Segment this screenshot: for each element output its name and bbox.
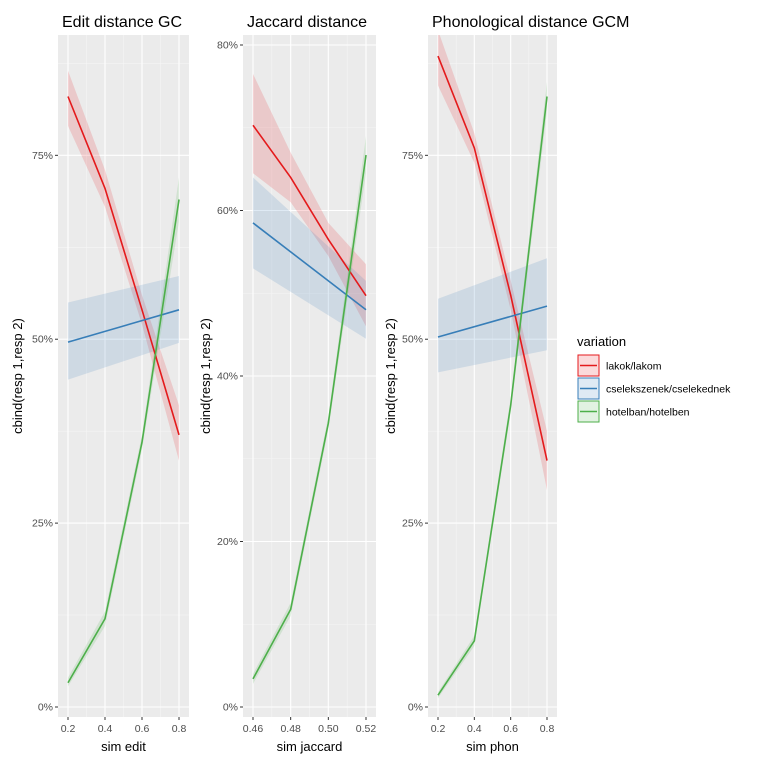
series-group bbox=[67, 70, 180, 687]
series-line-lakok-lakom bbox=[437, 55, 548, 461]
y-tick-label: 25% bbox=[32, 518, 53, 530]
y-tick-label: 60% bbox=[217, 205, 238, 217]
x-axis-label: sim edit bbox=[101, 739, 146, 754]
y-tick-label: 0% bbox=[38, 702, 53, 714]
series-line-lakok-lakom bbox=[252, 124, 367, 297]
legend-label: hotelban/hotelben bbox=[606, 407, 690, 419]
x-tick-label: 0.2 bbox=[431, 723, 446, 735]
confidence-band-lakok-lakom bbox=[438, 35, 547, 491]
series-line-lakok-lakom bbox=[67, 96, 180, 436]
x-tick-label: 0.4 bbox=[467, 723, 482, 735]
panel-2: 0.46 0.48 0.50 0.52 0% 20% 40% 60% 80% Jaccard di… bbox=[198, 14, 376, 754]
y-tick-label: 40% bbox=[217, 371, 238, 383]
panel-1: 0.2 0.4 0.6 0.8 0% 25% 50% 75% Edit distance GC s… bbox=[10, 14, 189, 754]
legend: variation lakok/lakom cselekszenek/cseleke… bbox=[577, 334, 731, 423]
series-line-cselekszenek-cselekednek bbox=[437, 305, 548, 338]
x-tick-label: 0.4 bbox=[98, 723, 113, 735]
legend-title: variation bbox=[577, 334, 626, 349]
x-tick-label: 0.46 bbox=[243, 723, 264, 735]
y-tick-label: 0% bbox=[408, 702, 423, 714]
legend-item-hotelban-hotelben: hotelban/hotelben bbox=[577, 400, 690, 423]
y-tick-label: 75% bbox=[402, 150, 423, 162]
confidence-band-lakok-lakom bbox=[68, 70, 179, 461]
y-axis-label: cbind(resp 1,resp 2) bbox=[383, 318, 398, 434]
y-axis-label: cbind(resp 1,resp 2) bbox=[198, 318, 213, 434]
x-axis-label: sim jaccard bbox=[277, 739, 343, 754]
series-line-hotelban-hotelben bbox=[437, 96, 548, 696]
series-line-cselekszenek-cselekednek bbox=[67, 309, 180, 343]
y-axis-label: cbind(resp 1,resp 2) bbox=[10, 318, 25, 434]
x-tick-label: 0.2 bbox=[61, 723, 76, 735]
chart-panels: 0.2 0.4 0.6 0.8 0% 25% 50% 75% Edit distance GC s… bbox=[10, 14, 629, 754]
x-axis-label: sim phon bbox=[466, 739, 519, 754]
y-tick-label: 75% bbox=[32, 150, 53, 162]
panel-title: Jaccard distance bbox=[247, 14, 367, 31]
legend-label: cselekszenek/cselekednek bbox=[606, 384, 731, 396]
y-tick-label: 20% bbox=[217, 536, 238, 548]
y-tick-label: 50% bbox=[402, 334, 423, 346]
x-tick-label: 0.50 bbox=[318, 723, 339, 735]
confidence-band-lakok-lakom bbox=[253, 73, 366, 327]
y-tick-label: 50% bbox=[32, 334, 53, 346]
series-line-cselekszenek-cselekednek bbox=[252, 222, 367, 311]
panel-title: Edit distance GC bbox=[62, 14, 182, 31]
x-tick-label: 0.8 bbox=[540, 723, 555, 735]
x-tick-label: 0.6 bbox=[503, 723, 518, 735]
confidence-band-cselekszenek-cselekednek bbox=[438, 258, 547, 373]
confidence-band-cselekszenek-cselekednek bbox=[68, 275, 179, 380]
confidence-band-cselekszenek-cselekednek bbox=[253, 177, 366, 339]
series-group bbox=[252, 73, 367, 684]
legend-item-cselekszenek-cselekednek: cselekszenek/cselekednek bbox=[577, 377, 731, 400]
series-line-hotelban-hotelben bbox=[252, 154, 367, 680]
panel-3: 0.2 0.4 0.6 0.8 0% 25% 50% 75% Phonological dist… bbox=[383, 14, 629, 754]
y-tick-label: 25% bbox=[402, 518, 423, 530]
panel-title: Phonological distance GCM bbox=[432, 14, 629, 31]
legend-item-lakok-lakom: lakok/lakom bbox=[577, 354, 662, 377]
series-line-hotelban-hotelben bbox=[67, 199, 180, 684]
x-tick-label: 0.8 bbox=[172, 723, 187, 735]
series-group bbox=[437, 35, 548, 699]
x-tick-label: 0.48 bbox=[280, 723, 301, 735]
y-tick-label: 80% bbox=[217, 40, 238, 52]
legend-label: lakok/lakom bbox=[606, 361, 662, 373]
y-tick-label: 0% bbox=[223, 702, 238, 714]
x-tick-label: 0.52 bbox=[356, 723, 377, 735]
x-tick-label: 0.6 bbox=[135, 723, 150, 735]
